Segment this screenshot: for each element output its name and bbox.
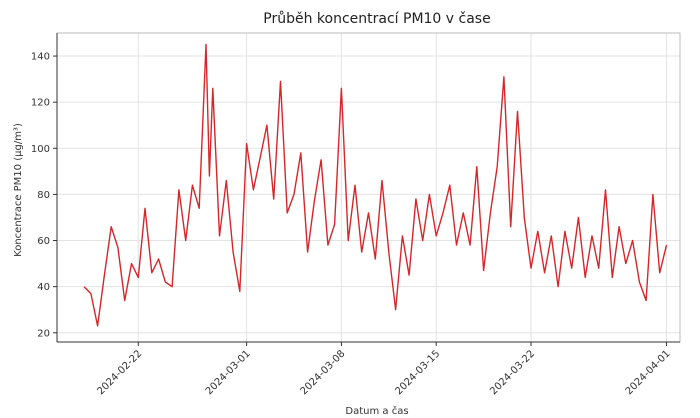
- x-tick-label: 2024-04-01: [624, 348, 673, 397]
- series-layer: [83, 43, 668, 327]
- y-tick-label: 60: [37, 236, 50, 247]
- chart-title: Průběh koncentrací PM10 v čase: [263, 11, 490, 27]
- x-axis-label: Datum a čas: [345, 405, 408, 417]
- y-tick-label: 80: [37, 190, 50, 201]
- y-tick-label: 140: [31, 52, 50, 63]
- y-axis-label: Koncentrace PM10 (µg/m³): [13, 123, 24, 257]
- series-line-0: [83, 43, 668, 327]
- y-tick-label: 40: [37, 282, 50, 293]
- plot-frame: [56, 32, 681, 343]
- x-tick-label: 2024-03-08: [299, 348, 348, 397]
- x-tick-label: 2024-03-22: [488, 348, 537, 397]
- x-ticks: 2024-02-22 2024-03-01 2024-03-08 2024-03-15…: [96, 342, 673, 397]
- x-tick-label: 2024-03-01: [204, 348, 253, 397]
- y-tick-label: 120: [31, 98, 50, 109]
- x-tick-label: 2024-03-15: [393, 348, 442, 397]
- y-tick-label: 20: [37, 328, 50, 339]
- x-tick-label: 2024-02-22: [96, 348, 145, 397]
- y-ticks: 20 40 60 80 100 120 140: [31, 52, 57, 339]
- y-tick-label: 100: [31, 144, 50, 155]
- grid: [57, 33, 680, 342]
